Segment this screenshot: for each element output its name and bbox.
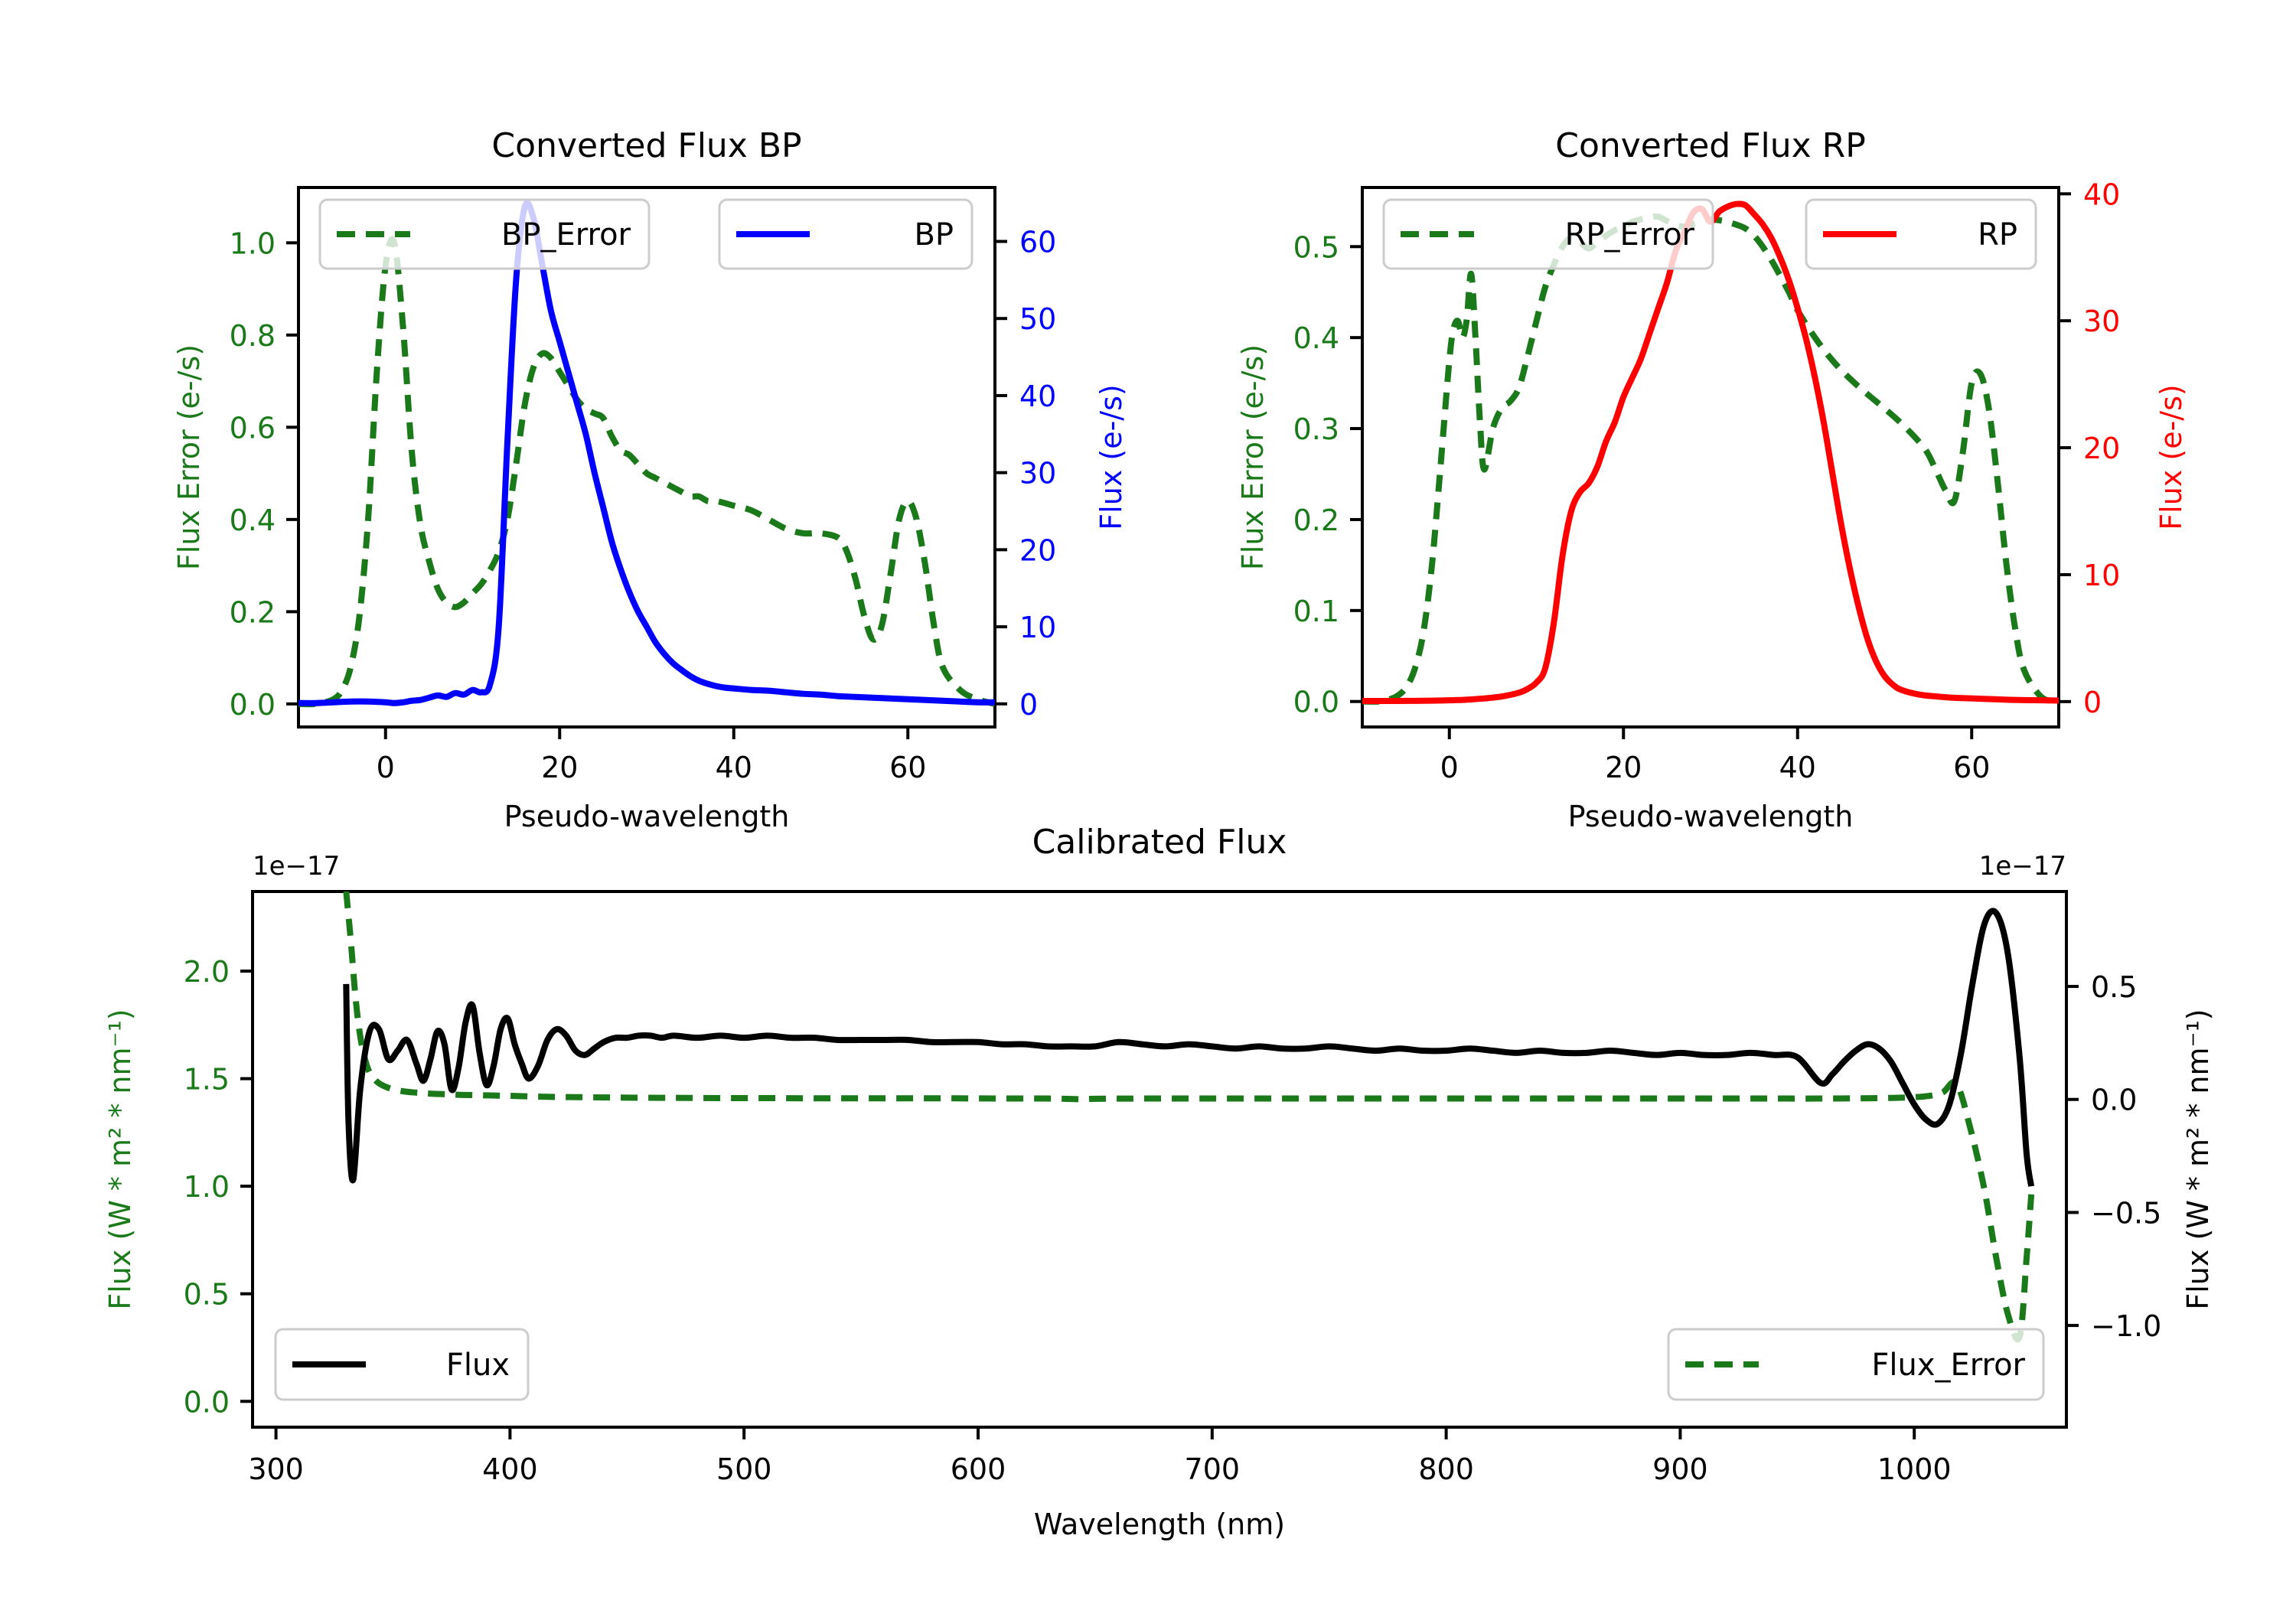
ytick-label-left-rp: 0.2	[1293, 504, 1339, 537]
plot-frame-bp	[297, 186, 996, 729]
xtick-label-calibrated: 600	[951, 1452, 1006, 1486]
xaxis-label-rp: Pseudo-wavelength	[1568, 800, 1854, 833]
xtick-label-rp: 60	[1953, 751, 1990, 784]
plot-frame-calibrated	[251, 890, 2068, 1429]
legend-rp-label: RP	[1978, 217, 2017, 253]
legend-flux-box	[274, 1328, 530, 1401]
ytick-label-left-bp: 0.0	[230, 688, 276, 722]
legend-bp-label: BP	[914, 217, 954, 253]
legend-bp-box	[718, 198, 974, 270]
yaxis-label-right-rp: Flux (e-/s)	[2154, 384, 2188, 530]
ytick-label-right-calibrated: 0.0	[2091, 1084, 2137, 1117]
yaxis-label-left-bp: Flux Error (e-/s)	[172, 344, 206, 570]
ytick-label-left-calibrated: 2.0	[184, 955, 230, 989]
ytick-label-left-bp: 1.0	[230, 227, 276, 260]
legend-bp-error-label: BP_Error	[501, 217, 631, 253]
xaxis-label-bp: Pseudo-wavelength	[504, 800, 790, 833]
legend-bp-error-box	[318, 198, 651, 270]
ytick-label-left-calibrated: 0.5	[184, 1278, 230, 1312]
xtick-label-calibrated: 900	[1652, 1452, 1708, 1486]
ytick-label-right-rp: 20	[2083, 432, 2120, 465]
plot-frame-rp	[1361, 186, 2060, 729]
yaxis-label-right-calibrated: Flux (W * m² * nm⁻¹)	[2181, 1009, 2215, 1309]
series-group-calibrated	[343, 892, 2035, 1342]
yaxis-label-left-calibrated: Flux (W * m² * nm⁻¹)	[103, 1009, 137, 1309]
xaxis-label-calibrated: Wavelength (nm)	[1034, 1508, 1285, 1541]
series-rp	[1362, 200, 2059, 705]
ytick-label-right-bp: 10	[1019, 611, 1056, 644]
xtick-label-bp: 40	[716, 751, 752, 784]
series-flux-error	[343, 892, 2035, 1342]
ytick-label-right-rp: 30	[2083, 305, 2120, 338]
ytick-label-left-rp: 0.0	[1293, 686, 1339, 719]
xtick-label-bp: 60	[889, 751, 926, 784]
ytick-label-left-bp: 0.2	[230, 595, 276, 629]
series-bp-error	[298, 236, 995, 708]
panel-converted-flux-bp: Converted Flux BP 0.0 0.2 0.4 0.6 0.8 1.0 0 10 20…	[172, 126, 1128, 833]
ytick-label-left-bp: 0.4	[230, 504, 276, 537]
xtick-label-calibrated: 400	[482, 1452, 538, 1486]
series-bp	[298, 200, 995, 706]
ytick-label-left-rp: 0.3	[1293, 412, 1339, 446]
xtick-label-rp: 20	[1605, 751, 1642, 784]
legend-rp-error-box	[1382, 198, 1714, 270]
xtick-label-calibrated: 500	[716, 1452, 772, 1486]
series-group-bp	[298, 200, 995, 708]
series-rp-error	[1362, 213, 2059, 705]
ytick-label-left-calibrated: 1.5	[184, 1063, 230, 1097]
ytick-label-left-calibrated: 1.0	[184, 1170, 230, 1204]
legend-flux-error-box	[1667, 1328, 2045, 1401]
ytick-label-right-rp: 10	[2083, 559, 2120, 592]
xtick-label-calibrated: 1000	[1877, 1452, 1952, 1486]
ytick-label-right-rp: 40	[2083, 178, 2120, 211]
panel-converted-flux-rp: Converted Flux RP 0.0 0.1 0.2 0.3 0.4 0.5 0 10 20…	[1236, 126, 2188, 833]
ytick-label-right-calibrated: −1.0	[2091, 1309, 2161, 1343]
xtick-label-bp: 20	[541, 751, 578, 784]
ytick-label-right-bp: 0	[1019, 688, 1038, 722]
xtick-label-rp: 0	[1440, 751, 1459, 784]
yaxis-label-right-bp: Flux (e-/s)	[1094, 384, 1128, 530]
ytick-label-left-rp: 0.4	[1293, 321, 1339, 355]
ytick-label-right-bp: 30	[1019, 457, 1056, 491]
offset-label-right: 1e−17	[1979, 851, 2066, 882]
panel-calibrated-flux: Calibrated Flux 1e−17 1e−17 0.0 0.5 1.0 1.5 2.0…	[103, 823, 2215, 1541]
yaxis-label-left-rp: Flux Error (e-/s)	[1236, 344, 1270, 570]
ytick-label-right-calibrated: −0.5	[2091, 1196, 2161, 1230]
ytick-label-left-calibrated: 0.0	[184, 1385, 230, 1419]
ytick-label-left-bp: 0.6	[230, 411, 276, 445]
legend-rp-error-label: RP_Error	[1565, 217, 1695, 253]
offset-label-left: 1e−17	[253, 851, 340, 882]
series-flux	[343, 908, 2035, 1187]
ytick-label-right-calibrated: 0.5	[2091, 970, 2137, 1004]
legend-flux-label: Flux	[446, 1348, 510, 1383]
xtick-label-rp: 40	[1779, 751, 1816, 784]
panel-title-bp: Converted Flux BP	[491, 126, 801, 165]
ytick-label-right-bp: 20	[1019, 533, 1056, 567]
ytick-label-right-bp: 60	[1019, 226, 1056, 259]
ytick-label-right-rp: 0	[2083, 686, 2102, 719]
ytick-label-right-bp: 40	[1019, 380, 1056, 413]
xtick-label-calibrated: 700	[1185, 1452, 1241, 1486]
legend-rp-box	[1805, 198, 2037, 270]
xtick-label-bp: 0	[377, 751, 395, 784]
series-group-rp	[1362, 200, 2059, 705]
panel-title-rp: Converted Flux RP	[1555, 126, 1866, 165]
ytick-label-right-bp: 50	[1019, 302, 1056, 336]
ytick-label-left-bp: 0.8	[230, 319, 276, 353]
xtick-label-calibrated: 800	[1418, 1452, 1474, 1486]
xtick-label-calibrated: 300	[248, 1452, 304, 1486]
ytick-label-left-rp: 0.1	[1293, 595, 1339, 628]
ytick-label-left-rp: 0.5	[1293, 230, 1339, 264]
panel-title-calibrated: Calibrated Flux	[1032, 823, 1287, 862]
legend-flux-error-label: Flux_Error	[1871, 1348, 2025, 1383]
